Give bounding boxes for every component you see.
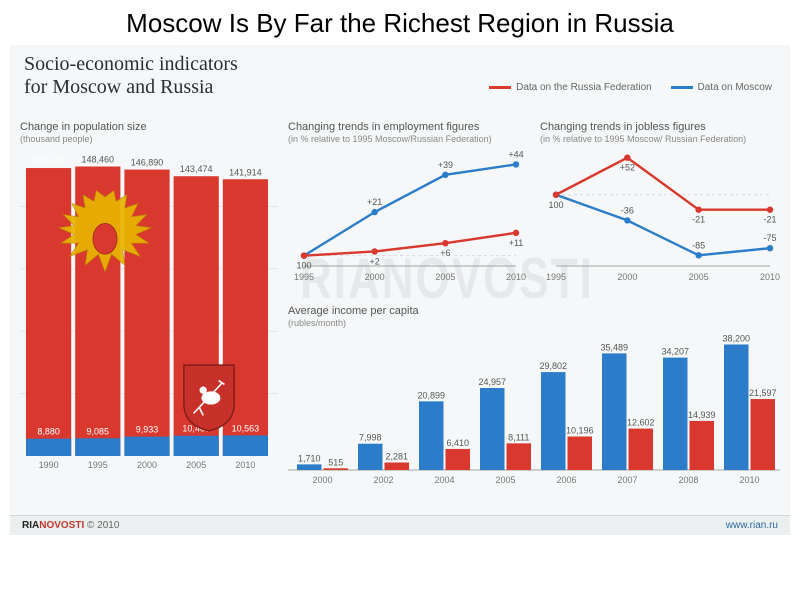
jobless-chart: Changing trends in jobless figures (in %… xyxy=(540,121,780,301)
population-subtitle: (thousand people) xyxy=(20,134,278,144)
footer-novosti: NOVOSTI xyxy=(39,520,84,531)
svg-text:1995: 1995 xyxy=(88,460,108,470)
svg-text:1,710: 1,710 xyxy=(298,453,321,463)
svg-text:35,489: 35,489 xyxy=(600,342,628,352)
svg-text:2010: 2010 xyxy=(760,272,780,282)
svg-text:2000: 2000 xyxy=(312,475,332,485)
footer-url: www.rian.ru xyxy=(726,520,778,531)
slide-title: Moscow Is By Far the Richest Region in R… xyxy=(0,0,800,41)
svg-text:2005: 2005 xyxy=(689,272,709,282)
svg-text:515: 515 xyxy=(328,457,343,467)
svg-text:+2: +2 xyxy=(370,256,380,266)
infographic-title: Socio-economic indicatorsfor Moscow and … xyxy=(24,53,238,99)
legend-label-russia: Data on the Russia Federation xyxy=(516,82,652,93)
svg-text:+52: +52 xyxy=(620,163,635,173)
legend: Data on the Russia Federation Data on Mo… xyxy=(473,81,772,93)
svg-text:14,939: 14,939 xyxy=(688,410,716,420)
svg-text:20,899: 20,899 xyxy=(417,390,445,400)
svg-text:+44: +44 xyxy=(508,149,523,159)
svg-text:2005: 2005 xyxy=(186,460,206,470)
svg-text:+11: +11 xyxy=(509,238,524,248)
svg-text:148,460: 148,460 xyxy=(82,154,115,164)
svg-text:-85: -85 xyxy=(692,240,705,250)
svg-text:2007: 2007 xyxy=(617,475,637,485)
footer: RIANOVOSTI © 2010 www.rian.ru xyxy=(10,515,790,535)
population-title: Change in population size xyxy=(20,121,278,134)
svg-text:2000: 2000 xyxy=(365,272,385,282)
svg-text:2008: 2008 xyxy=(678,475,698,485)
svg-text:2002: 2002 xyxy=(373,475,393,485)
svg-text:34,207: 34,207 xyxy=(661,346,689,356)
svg-text:1995: 1995 xyxy=(546,272,566,282)
population-chart: Change in population size (thousand peop… xyxy=(20,121,278,497)
income-subtitle: (rubles/month) xyxy=(288,318,780,328)
svg-text:+21: +21 xyxy=(367,197,382,207)
income-svg: 1,710 515 2000 7,9982,281 2002 20,899 6,410 200… xyxy=(288,328,780,494)
svg-text:8,111: 8,111 xyxy=(508,432,529,442)
employment-title: Changing trends in employment figures xyxy=(288,121,526,134)
svg-text:+6: +6 xyxy=(440,248,450,258)
legend-russia: Data on the Russia Federation xyxy=(489,82,652,93)
svg-text:24,957: 24,957 xyxy=(478,377,506,387)
svg-text:2006: 2006 xyxy=(556,475,576,485)
footer-ria: RIA xyxy=(22,520,39,531)
footer-copyright: © 2010 xyxy=(87,520,119,531)
svg-text:2005: 2005 xyxy=(495,475,515,485)
svg-text:2010: 2010 xyxy=(235,460,255,470)
footer-brand: RIANOVOSTI © 2010 xyxy=(22,520,119,531)
jobless-title: Changing trends in jobless figures xyxy=(540,121,780,134)
svg-text:2004: 2004 xyxy=(434,475,454,485)
jobless-svg: -36 -85 -75 100 +52 -21 -21 1995 2000 2005 2010 xyxy=(540,144,780,290)
income-chart: Average income per capita (rubles/month)… xyxy=(288,305,780,497)
svg-text:8,880: 8,880 xyxy=(37,427,60,437)
legend-swatch-russia xyxy=(489,86,511,89)
svg-text:6,410: 6,410 xyxy=(446,438,469,448)
moscow-shield-icon xyxy=(180,361,238,433)
legend-label-moscow: Data on Moscow xyxy=(698,82,772,93)
svg-text:2,281: 2,281 xyxy=(385,451,408,461)
employment-subtitle: (in % relative to 1995 Moscow/Russian Fe… xyxy=(288,134,526,144)
svg-text:21,597: 21,597 xyxy=(749,388,777,398)
svg-text:9,933: 9,933 xyxy=(136,424,159,434)
svg-text:100: 100 xyxy=(296,260,311,270)
svg-text:-21: -21 xyxy=(692,215,705,225)
svg-text:1995: 1995 xyxy=(294,272,314,282)
svg-text:29,802: 29,802 xyxy=(539,361,567,371)
svg-text:7,998: 7,998 xyxy=(359,433,382,443)
svg-text:2010: 2010 xyxy=(739,475,759,485)
svg-text:2000: 2000 xyxy=(617,272,637,282)
infographic-panel: Socio-economic indicatorsfor Moscow and … xyxy=(10,45,790,535)
svg-text:-21: -21 xyxy=(763,215,776,225)
svg-text:141,914: 141,914 xyxy=(229,167,262,177)
svg-text:143,474: 143,474 xyxy=(180,164,213,174)
jobless-subtitle: (in % relative to 1995 Moscow/ Russian F… xyxy=(540,134,780,144)
svg-text:9,085: 9,085 xyxy=(87,426,110,436)
svg-text:2000: 2000 xyxy=(137,460,157,470)
svg-text:+39: +39 xyxy=(438,160,453,170)
svg-text:10,196: 10,196 xyxy=(566,425,594,435)
svg-text:1990: 1990 xyxy=(39,460,59,470)
svg-text:147,665: 147,665 xyxy=(32,156,65,166)
svg-text:-36: -36 xyxy=(621,205,634,215)
svg-text:-75: -75 xyxy=(763,233,776,243)
income-title: Average income per capita xyxy=(288,305,780,318)
svg-text:2005: 2005 xyxy=(435,272,455,282)
legend-moscow: Data on Moscow xyxy=(671,82,772,93)
eagle-emblem-icon xyxy=(50,181,160,301)
svg-text:2010: 2010 xyxy=(506,272,526,282)
legend-swatch-moscow xyxy=(671,86,693,89)
svg-text:38,200: 38,200 xyxy=(722,333,750,343)
employment-svg: +21 +39 +44 100 +2 +6 +11 1995 2000 2005 2010 xyxy=(288,144,526,290)
svg-text:100: 100 xyxy=(548,200,563,210)
svg-text:12,602: 12,602 xyxy=(627,417,655,427)
svg-text:146,890: 146,890 xyxy=(131,157,164,167)
employment-chart: Changing trends in employment figures (i… xyxy=(288,121,526,301)
